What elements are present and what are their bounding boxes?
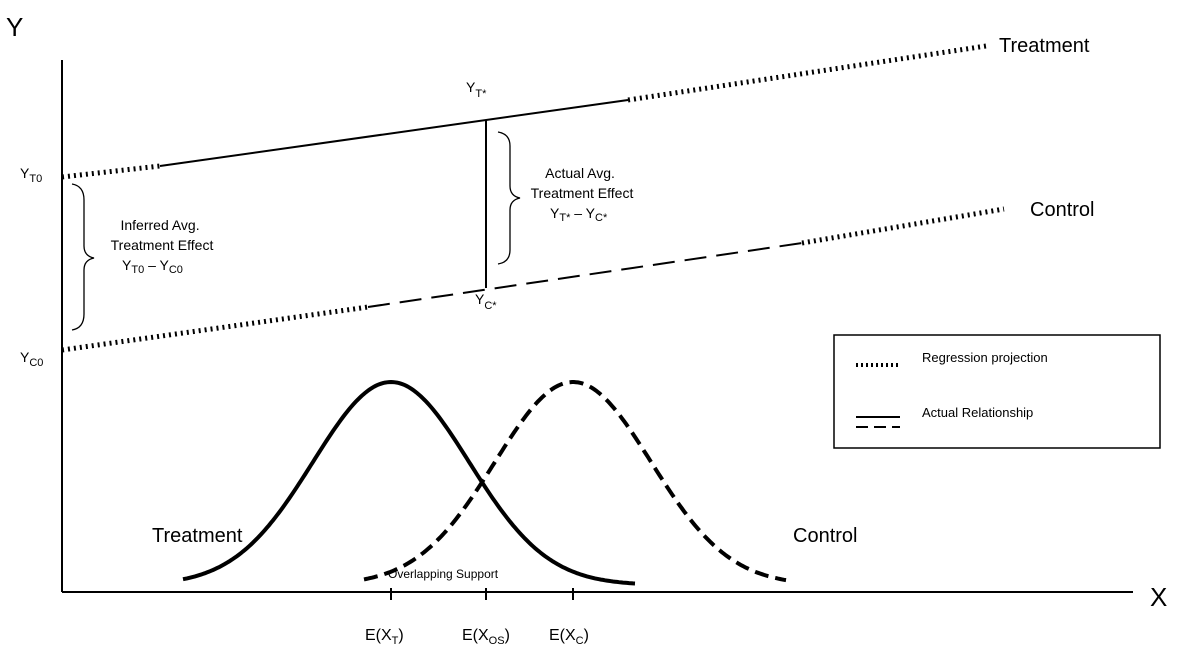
treatment-actual-line — [159, 99, 629, 167]
x-tick-et: E(XT) — [365, 627, 404, 647]
legend-actual-label: Actual Relationship — [922, 405, 1033, 420]
treatment-line-label: Treatment — [999, 35, 1090, 57]
treatment-projection-left — [61, 163, 161, 180]
treatment-projection-right — [627, 43, 987, 103]
y-axis-label: Y — [6, 12, 23, 42]
yc-star-label: YC* — [475, 291, 497, 312]
legend-projection-label: Regression projection — [922, 350, 1048, 365]
yc0-label: YC0 — [20, 349, 43, 369]
x-axis-label: X — [1150, 582, 1167, 612]
legend-box — [833, 334, 1161, 449]
x-tick-eos: E(XOS) — [462, 627, 510, 647]
yt0-label: YT0 — [20, 165, 42, 185]
treatment-distribution-curve — [182, 379, 636, 586]
control-distribution-curve — [363, 380, 787, 583]
actual-effect-text: Actual Avg. Treatment Effect — [531, 165, 634, 201]
actual-effect-brace — [497, 131, 521, 265]
legend: Regression projection Actual Relationshi… — [833, 334, 1161, 449]
control-actual-line — [367, 242, 803, 308]
control-distribution-label: Control — [793, 525, 857, 547]
inferred-effect-text: Inferred Avg. Treatment Effect — [111, 217, 214, 253]
yt-star-label: YT* — [466, 79, 487, 100]
overlap-support-label: Overlapping Support — [388, 567, 499, 581]
control-projection-left — [61, 304, 369, 353]
inferred-effect-brace — [71, 183, 95, 331]
inferred-effect-formula: YT0 – YC0 — [122, 257, 183, 276]
actual-effect-formula: YT* – YC* — [550, 205, 608, 224]
control-projection-right — [801, 206, 1005, 246]
treatment-distribution-label: Treatment — [152, 525, 243, 547]
x-tick-ec: E(XC) — [549, 627, 589, 647]
control-line-label: Control — [1030, 199, 1094, 221]
